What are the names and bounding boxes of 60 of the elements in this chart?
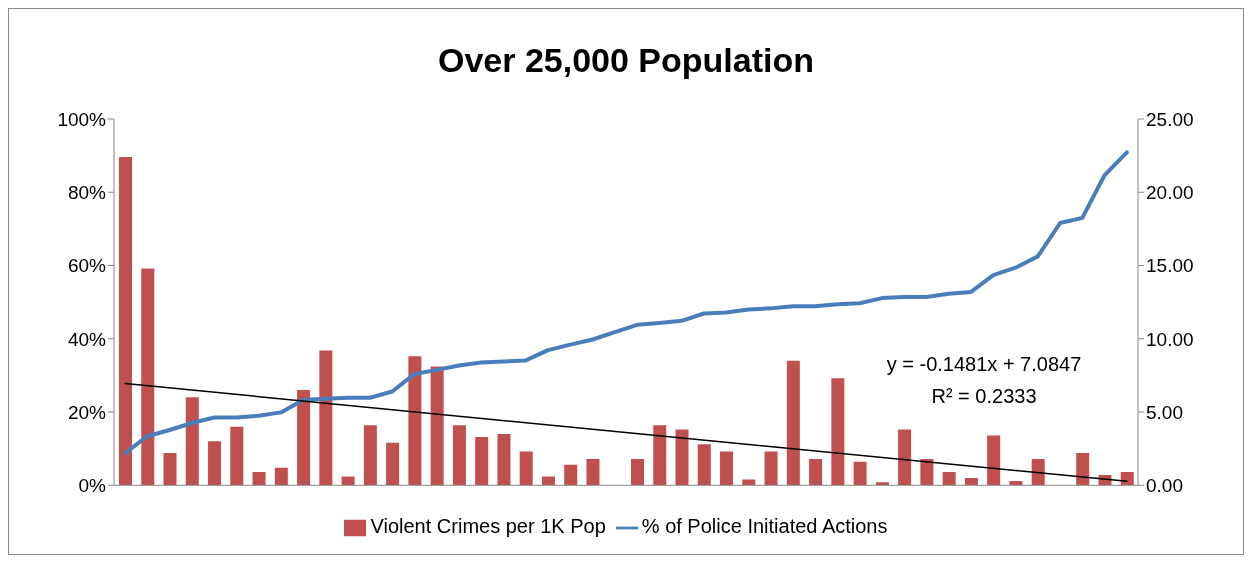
bar [363, 425, 377, 486]
bar [274, 467, 288, 486]
bar [720, 451, 734, 486]
bar [475, 436, 489, 486]
bar [452, 425, 466, 486]
legend-label: Violent Crimes per 1K Pop [370, 515, 606, 538]
y-tick-label: 80% [67, 182, 107, 203]
bar [853, 461, 867, 486]
annotation: y = -0.1481x + 7.0847 [886, 353, 1082, 375]
bar [386, 442, 400, 486]
bar [163, 453, 177, 486]
annotation: R² = 0.2333 [931, 385, 1037, 407]
bar [119, 157, 132, 486]
bar [831, 378, 845, 486]
bar [653, 425, 667, 486]
y-tick-label: 60% [67, 255, 107, 277]
bar [564, 464, 578, 486]
bar [586, 458, 600, 486]
bar [875, 482, 889, 486]
bar [942, 472, 956, 486]
y-tick-label: 20% [67, 401, 107, 423]
bar [964, 477, 978, 486]
y2-tick-label: 0.00 [1146, 475, 1183, 497]
bar [631, 458, 644, 486]
bar [519, 451, 533, 486]
bar [252, 472, 266, 486]
bar [497, 434, 511, 486]
bar [297, 390, 311, 486]
legend-label: % of Police Initiated Actions [641, 515, 888, 538]
y-tick-label: 40% [67, 328, 107, 350]
bar [920, 458, 934, 486]
chart-title: Over 25,000 Population [437, 41, 815, 80]
bar [786, 360, 800, 486]
bar [1076, 453, 1090, 486]
bar [230, 426, 244, 486]
y-tick-label: 0% [78, 475, 107, 497]
bar [764, 451, 778, 486]
bar [898, 429, 912, 486]
bar [185, 397, 199, 486]
y2-tick-label: 25.00 [1146, 108, 1194, 130]
bar [1009, 480, 1023, 486]
y2-tick-label: 15.00 [1146, 255, 1194, 277]
bar [319, 350, 333, 486]
bar [141, 268, 155, 486]
y2-tick-label: 10.00 [1146, 328, 1194, 350]
y-tick-label: 100% [57, 108, 107, 130]
bar [987, 435, 1001, 486]
bar [408, 356, 422, 486]
bar [742, 479, 756, 486]
line-series [123, 150, 1129, 456]
bar [430, 366, 444, 486]
bar [675, 429, 689, 486]
y2-tick-label: 5.00 [1146, 401, 1183, 423]
bar [541, 476, 555, 486]
bar [809, 458, 823, 486]
bar [208, 441, 222, 486]
y2-tick-label: 20.00 [1146, 182, 1194, 203]
bar [1031, 458, 1045, 486]
bar [341, 476, 355, 486]
bar [697, 444, 711, 486]
